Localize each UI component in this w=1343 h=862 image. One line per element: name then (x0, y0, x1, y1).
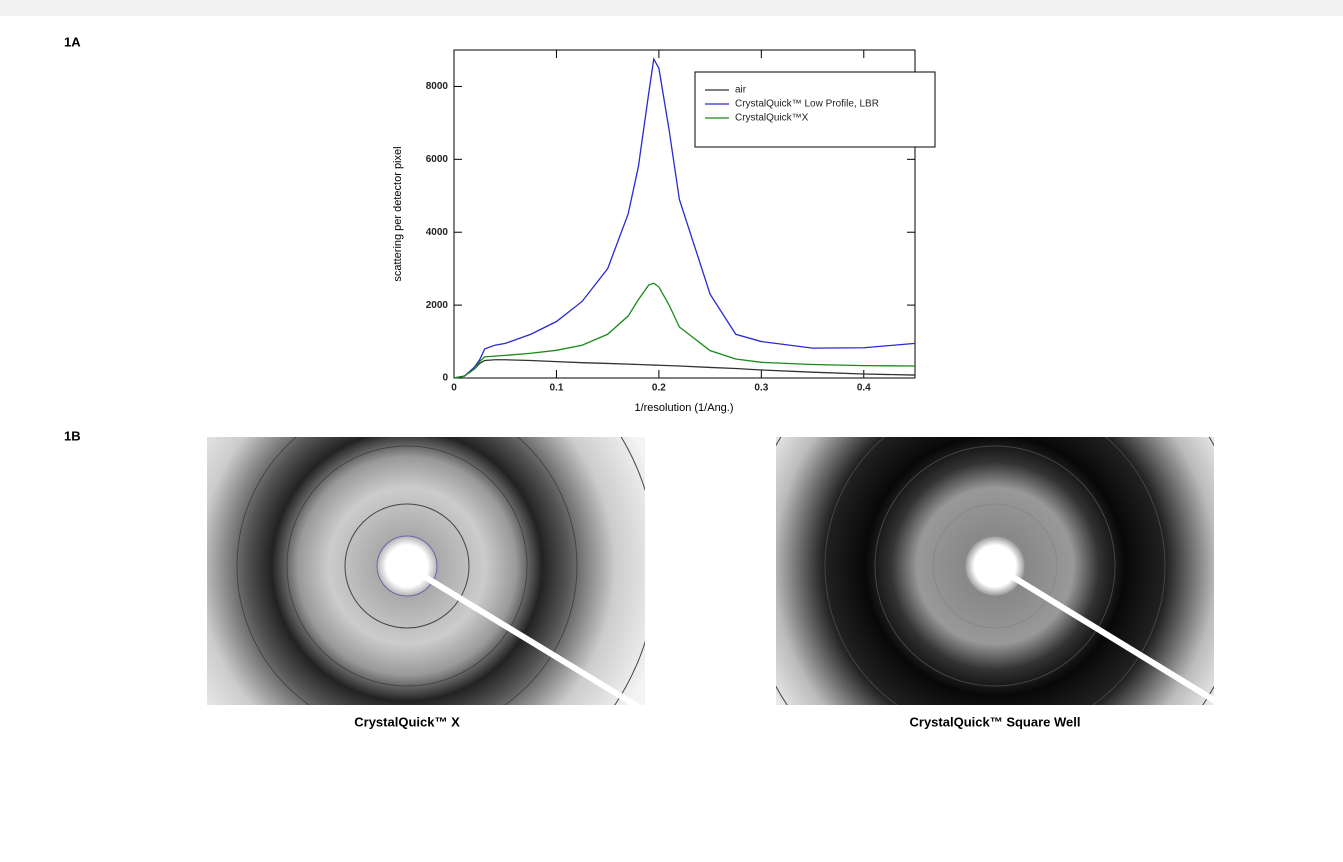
x-tick-label: 0 (451, 383, 457, 394)
diffraction-image (207, 437, 645, 705)
y-tick-label: 6000 (426, 154, 449, 165)
x-tick-label: 0.3 (754, 383, 768, 394)
diffraction-image (776, 437, 1214, 705)
x-tick-label: 0.1 (549, 383, 563, 394)
legend-label: air (735, 85, 747, 96)
y-tick-label: 2000 (426, 300, 449, 311)
y-tick-label: 8000 (426, 81, 449, 92)
legend-box (694, 71, 936, 148)
x-axis-label: 1/resolution (1/Ang.) (634, 402, 733, 414)
legend-label: CrystalQuick™X (735, 113, 809, 124)
x-tick-label: 0.4 (857, 383, 871, 394)
y-axis-label: scattering per detector pixel (392, 146, 404, 281)
caption: CrystalQuick™ X (354, 714, 460, 729)
y-tick-label: 0 (442, 373, 448, 384)
x-tick-label: 0.2 (652, 383, 666, 394)
y-tick-label: 4000 (426, 227, 449, 238)
figure-label: 1B (64, 428, 81, 443)
series-line (453, 282, 916, 379)
legend-label: CrystalQuick™ Low Profile, LBR (735, 99, 879, 110)
series-line (453, 359, 916, 379)
top-strip (0, 0, 1343, 16)
series-line (453, 57, 916, 379)
caption: CrystalQuick™ Square Well (910, 714, 1081, 729)
figure-label: 1A (64, 34, 81, 49)
